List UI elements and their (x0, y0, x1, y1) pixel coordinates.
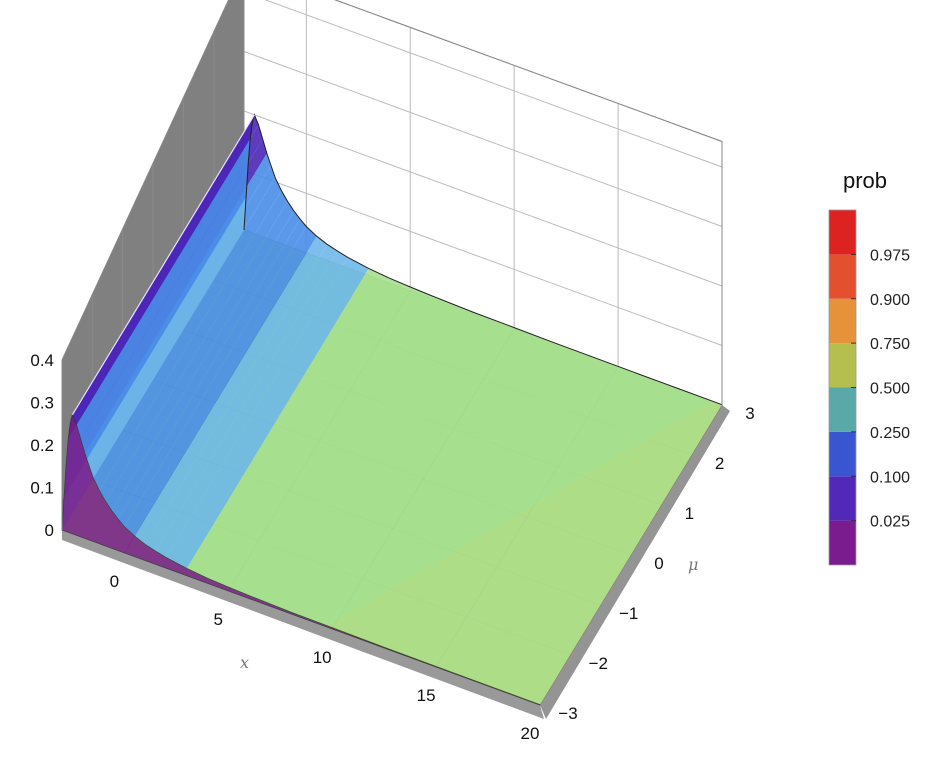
surface-strip-13 (111, 210, 301, 520)
surface-strip-28 (456, 374, 681, 690)
surface-ridge (71, 114, 255, 416)
legend-title: prob (843, 168, 887, 193)
y-tick-label: −3 (558, 704, 577, 723)
surface-strip-12 (105, 201, 294, 511)
legend-swatch (829, 387, 856, 432)
legend-tick-label: 0.500 (870, 381, 910, 398)
surface-front-profile (61, 413, 541, 706)
legend-tick-label: 0.100 (870, 469, 910, 486)
surface-strip-27 (415, 358, 639, 675)
surface-strip-1 (64, 163, 249, 497)
surface-strip-26 (373, 343, 598, 659)
legend-swatch (829, 298, 856, 344)
legend-tick-label: 0.975 (870, 247, 910, 264)
legend-swatch (829, 520, 856, 565)
x-tick-label: 5 (214, 610, 223, 629)
legend-swatch (829, 254, 856, 299)
x-tick-label: 10 (313, 648, 332, 667)
surface-strip-24 (290, 312, 515, 628)
z-tick-label: 0.4 (30, 351, 54, 370)
legend-tick-label: 0.750 (870, 336, 910, 353)
grid-z-back-4 (264, 0, 723, 168)
legend-tick-label: 0.900 (870, 292, 910, 309)
surface-strip-25 (332, 327, 556, 644)
x-axis-label: x (240, 653, 249, 672)
legend-swatch (829, 343, 856, 388)
y-tick-label: −1 (619, 604, 638, 623)
surface-strip-20 (186, 268, 390, 579)
x-tick-label: 15 (417, 686, 436, 705)
y-tick-label: −2 (589, 654, 608, 673)
z-ticks: 0 0.1 0.2 0.3 0.4 (30, 351, 54, 540)
x-tick-label: 0 (110, 572, 119, 591)
y-tick-label: 2 (715, 454, 724, 473)
surface-strip-3 (68, 122, 253, 439)
floor-edge-front (62, 530, 544, 719)
grid-z-back-2 (243, 110, 723, 287)
probability-surface (61, 113, 723, 706)
y-tick-label: 3 (745, 404, 754, 423)
legend-swatch (829, 431, 856, 477)
surface-strip-15 (124, 226, 317, 537)
surface-strip-19 (165, 257, 369, 569)
surface-strip-0 (62, 196, 247, 531)
x-tick-label: 20 (521, 724, 540, 743)
legend-tick-label: 0.025 (870, 514, 910, 531)
z-tick-label: 0.1 (30, 479, 54, 498)
surface-strip-29 (498, 389, 722, 705)
y-tick-label: 1 (685, 504, 694, 523)
legend-swatch (829, 210, 856, 255)
legend-tick-label: 0.250 (870, 425, 910, 442)
legend-swatches (828, 209, 857, 566)
z-tick-label: 0 (45, 521, 54, 540)
surface-strip-2 (66, 138, 251, 464)
frame-edge-0 (61, 0, 230, 361)
legend-labels: 0.025 0.100 0.250 0.500 0.750 0.900 0.975 (851, 247, 910, 531)
x-ticks: 0 5 10 15 20 (110, 572, 540, 743)
y-tick-label: 0 (654, 554, 663, 573)
surface-back-profile (243, 113, 723, 406)
y-axis-label: μ (688, 555, 698, 574)
floor-edge-right (540, 405, 730, 719)
y-ticks: −3 −2 −1 0 1 2 3 (558, 404, 754, 723)
surface-strip-21 (207, 278, 411, 587)
legend-swatch (829, 476, 856, 521)
surface-strip-17 (145, 244, 338, 552)
surface-strip-11 (99, 190, 288, 502)
grid-z-back-3 (243, 51, 723, 227)
surface-strip-23 (249, 295, 473, 612)
legend: prob 0.025 0.100 0.250 0.500 0.750 0.900 0.975 (828, 168, 910, 566)
surface-strip-14 (118, 219, 307, 527)
z-tick-label: 0.3 (30, 394, 54, 413)
surface-strip-16 (134, 236, 328, 545)
surface-strip-10 (93, 177, 282, 491)
z-tick-label: 0.2 (30, 436, 54, 455)
surface-strip-18 (155, 251, 348, 558)
grid-z-back-1 (243, 170, 723, 346)
frame-edge-1 (334, 0, 723, 142)
surface-strip-22 (228, 287, 431, 596)
box-frame (61, 0, 723, 530)
